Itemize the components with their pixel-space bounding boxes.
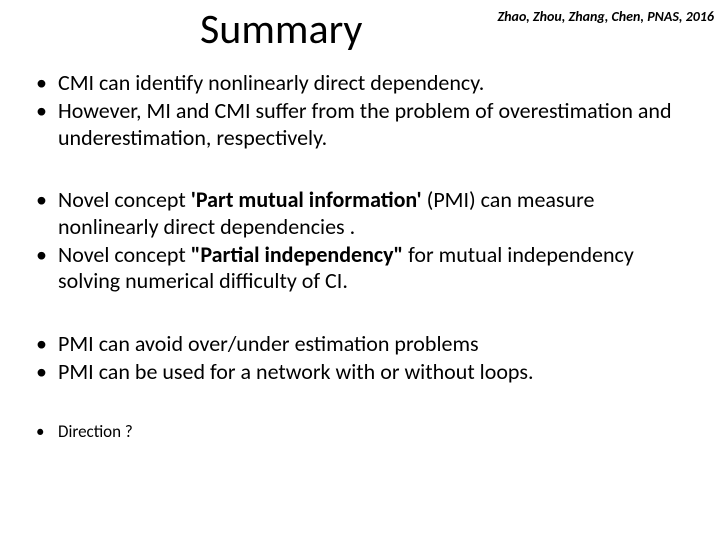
bold-text: 'Part mutual information' bbox=[191, 186, 422, 213]
bullet-group-3: PMI can avoid over/under estimation prob… bbox=[36, 331, 696, 386]
bullet-item: CMI can identify nonlinearly direct depe… bbox=[36, 70, 696, 96]
text-run: Novel concept bbox=[58, 186, 191, 213]
spacer bbox=[36, 297, 696, 331]
bullet-group-1: CMI can identify nonlinearly direct depe… bbox=[36, 70, 696, 151]
bullet-item: Direction ? bbox=[36, 422, 696, 442]
bullet-group-2: Novel concept 'Part mutual information' … bbox=[36, 187, 696, 295]
bullet-item: PMI can avoid over/under estimation prob… bbox=[36, 331, 696, 357]
bullet-item: PMI can be used for a network with or wi… bbox=[36, 359, 696, 385]
text-run: Novel concept bbox=[58, 241, 191, 268]
header: Summary Zhao, Zhou, Zhang, Chen, PNAS, 2… bbox=[0, 0, 720, 70]
bullet-group-4: Direction ? bbox=[36, 422, 696, 442]
spacer bbox=[36, 153, 696, 187]
content-area: CMI can identify nonlinearly direct depe… bbox=[0, 70, 720, 442]
slide-title: Summary bbox=[200, 4, 362, 55]
spacer bbox=[36, 388, 696, 422]
bullet-item: Novel concept "Partial independency" for… bbox=[36, 242, 696, 295]
citation-text: Zhao, Zhou, Zhang, Chen, PNAS, 2016 bbox=[497, 8, 714, 25]
bold-text: "Partial independency" bbox=[191, 241, 403, 268]
bullet-item: Novel concept 'Part mutual information' … bbox=[36, 187, 696, 240]
bullet-item: However, MI and CMI suffer from the prob… bbox=[36, 98, 696, 151]
